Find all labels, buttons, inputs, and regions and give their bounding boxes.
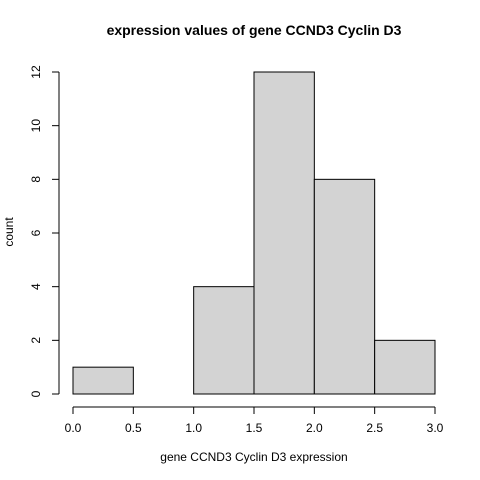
y-tick-label: 6: [29, 229, 43, 236]
y-tick-label: 4: [29, 283, 43, 290]
histogram-bar-4: [313, 178, 376, 395]
x-axis-label: gene CCND3 Cyclin D3 expression: [160, 450, 347, 464]
histogram-bar-3: [253, 71, 315, 395]
y-tick-label: 0: [29, 390, 43, 397]
x-tick-label: 0.0: [65, 421, 82, 435]
y-tick-label: 10: [29, 119, 43, 133]
histogram-bar-2: [193, 286, 255, 395]
histogram-bar-0: [72, 366, 134, 395]
x-tick-label: 2.0: [306, 421, 323, 435]
y-tick-label: 8: [29, 176, 43, 183]
y-axis-label: count: [2, 217, 16, 247]
bars-layer: [72, 71, 436, 395]
x-tick-label: 1.5: [246, 421, 263, 435]
y-axis: 0 2 4 6 8 10 12: [29, 65, 60, 397]
x-tick-label: 2.5: [366, 421, 383, 435]
y-tick-label: 12: [29, 65, 43, 79]
histogram-bar-5: [374, 339, 436, 395]
x-tick-label: 0.5: [125, 421, 142, 435]
chart-title: expression values of gene CCND3 Cyclin D…: [107, 22, 402, 38]
x-tick-label: 3.0: [427, 421, 444, 435]
y-tick-label: 2: [29, 337, 43, 344]
x-axis: 0.0 0.5 1.0 1.5 2.0 2.5 3.0: [65, 406, 444, 435]
x-tick-label: 1.0: [185, 421, 202, 435]
